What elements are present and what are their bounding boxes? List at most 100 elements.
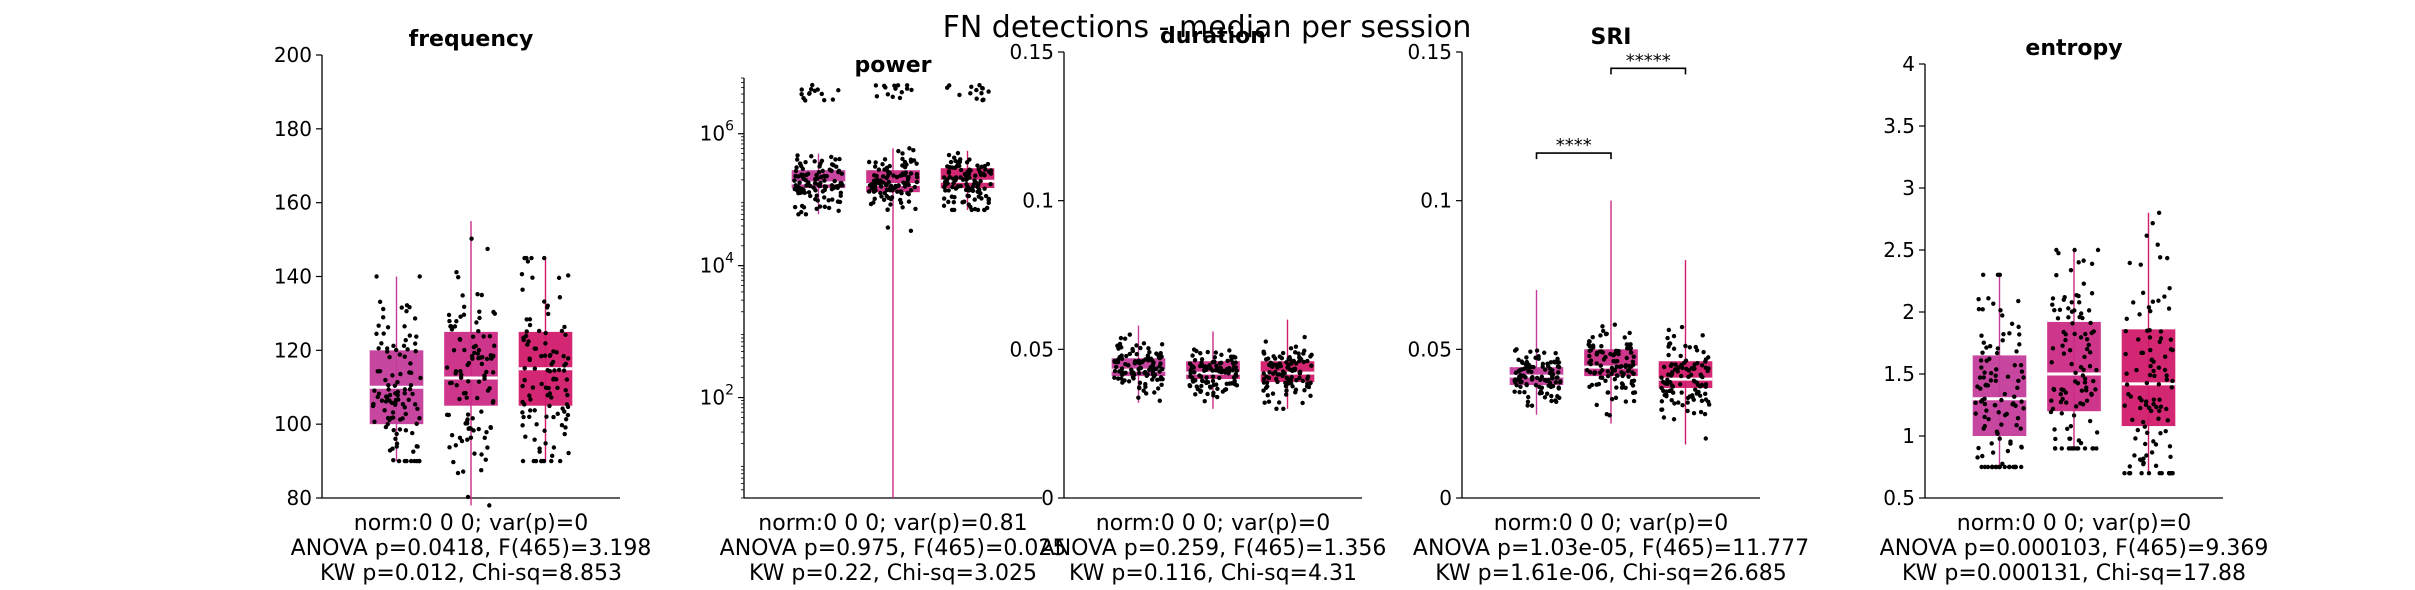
data-point (815, 198, 820, 203)
data-point (1227, 348, 1232, 353)
data-point (2054, 272, 2059, 278)
data-point (1685, 400, 1690, 405)
data-point (2130, 417, 2135, 422)
data-point (1554, 399, 1559, 404)
data-point (2163, 354, 2168, 359)
data-point (1671, 346, 1677, 351)
box (444, 331, 498, 406)
data-point (2082, 354, 2087, 360)
data-point (2151, 397, 2157, 402)
data-point (907, 146, 912, 151)
data-point (799, 172, 804, 177)
data-point (2068, 268, 2074, 273)
data-point (2170, 378, 2175, 384)
data-point (2000, 338, 2005, 343)
data-point (1526, 367, 1531, 372)
data-point (2158, 329, 2164, 334)
data-point (902, 159, 908, 165)
data-point (476, 329, 481, 334)
data-point (2052, 446, 2058, 451)
data-point (1512, 389, 1517, 394)
data-point (1304, 384, 1310, 389)
data-point (543, 330, 548, 336)
data-point (551, 445, 557, 450)
data-point (955, 184, 961, 190)
data-point (1597, 370, 1603, 375)
data-point (908, 228, 914, 234)
data-point (389, 400, 394, 405)
y-tick-label: 0.05 (1407, 337, 1452, 361)
data-point (406, 397, 411, 402)
data-point (880, 162, 885, 167)
data-point (1137, 385, 1142, 391)
data-point (2061, 329, 2066, 335)
data-point (2076, 260, 2081, 265)
data-point (943, 188, 948, 193)
data-point (1533, 382, 1539, 388)
data-point (891, 173, 896, 178)
data-point (1989, 464, 1995, 470)
data-point (402, 391, 407, 396)
data-point (1512, 378, 1517, 383)
data-point (1518, 384, 1523, 389)
data-point (547, 391, 553, 396)
data-point (914, 179, 920, 185)
data-point (1116, 376, 1121, 381)
data-point (376, 323, 381, 328)
data-point (414, 421, 419, 427)
stats-line: ANOVA p=0.000103, F(465)=9.369 (1880, 536, 2269, 561)
data-point (873, 83, 879, 88)
data-point (539, 381, 544, 387)
data-point (2164, 373, 2169, 378)
data-point (1609, 371, 1614, 376)
data-point (2072, 331, 2077, 337)
data-point (1284, 388, 1289, 393)
data-point (2012, 394, 2017, 399)
y-tick-label: 0.15 (1009, 40, 1054, 64)
data-point (2010, 402, 2015, 407)
data-point (2137, 457, 2143, 462)
data-point (1697, 393, 1703, 398)
data-point (1696, 389, 1701, 395)
data-point (2061, 351, 2067, 356)
data-point (1274, 406, 1279, 411)
data-point (1526, 362, 1531, 367)
data-point (2165, 418, 2170, 423)
data-point (398, 371, 403, 377)
data-point (1693, 387, 1698, 392)
data-point (559, 422, 565, 428)
data-point (2124, 382, 2130, 387)
data-point (547, 403, 552, 409)
data-point (558, 458, 563, 464)
data-point (1230, 360, 1236, 366)
data-point (2162, 294, 2167, 299)
data-point (446, 312, 452, 318)
data-point (542, 428, 547, 433)
data-point (2082, 376, 2088, 382)
data-point (2078, 335, 2084, 340)
data-point (1190, 378, 1195, 383)
data-point (1148, 365, 1153, 370)
data-point (556, 367, 562, 373)
data-point (1987, 344, 1993, 349)
data-point (809, 154, 814, 159)
data-point (537, 446, 542, 451)
data-point (980, 97, 985, 103)
data-point (1685, 408, 1690, 414)
data-point (1192, 370, 1197, 375)
data-point (1680, 403, 1685, 408)
data-point (1982, 423, 1988, 429)
data-point (2009, 321, 2015, 326)
y-tick-label: 180 (274, 117, 312, 141)
data-point (451, 459, 456, 465)
data-point (1127, 351, 1133, 357)
data-point (1267, 370, 1272, 375)
data-point (819, 91, 824, 97)
data-point (1134, 343, 1139, 348)
data-point (1619, 364, 1624, 369)
data-point (883, 85, 888, 90)
data-point (888, 187, 893, 193)
data-point (407, 370, 412, 375)
data-point (835, 185, 840, 190)
data-point (1261, 371, 1266, 376)
